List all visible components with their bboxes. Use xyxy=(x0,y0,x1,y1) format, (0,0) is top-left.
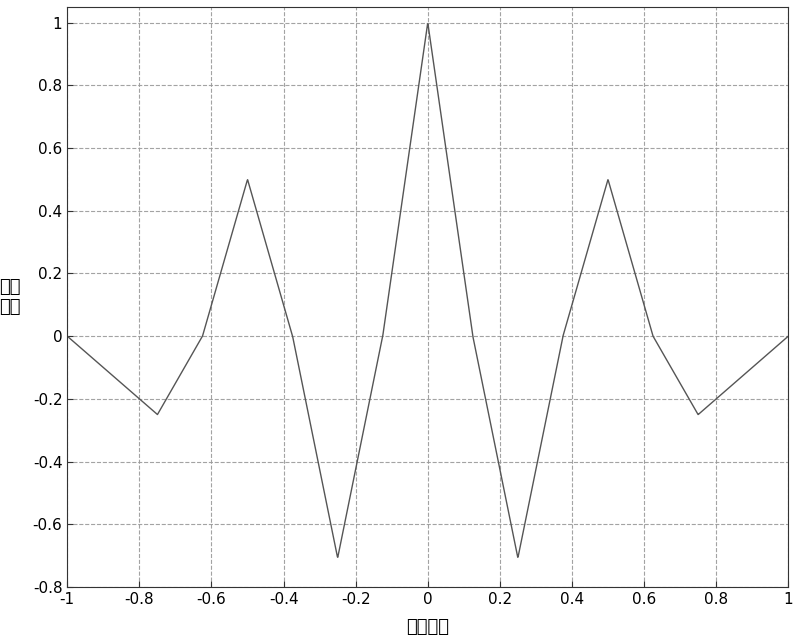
Y-axis label: 自相
关值: 自相 关值 xyxy=(0,278,20,316)
X-axis label: 码片偏移: 码片偏移 xyxy=(406,618,450,636)
